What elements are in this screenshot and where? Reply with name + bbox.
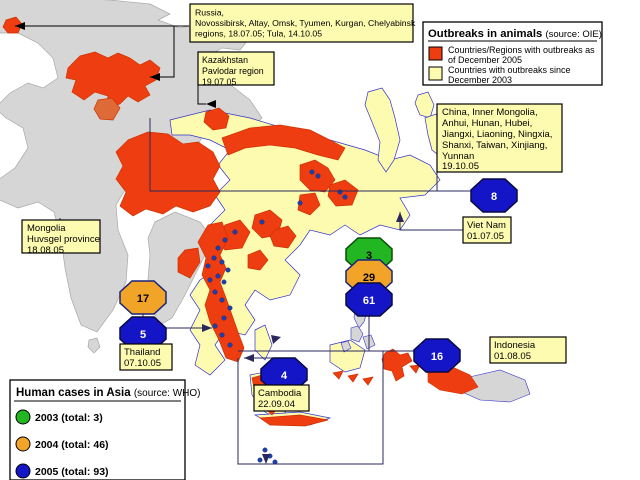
svg-text:07.10.05: 07.10.05 <box>124 358 161 369</box>
svg-text:Anhui, Hunan, Hubei,: Anhui, Hunan, Hubei, <box>442 118 532 129</box>
svg-text:Mongolia: Mongolia <box>27 223 66 234</box>
svg-text:Pavlodar region: Pavlodar region <box>202 66 264 76</box>
svg-text:2005 (total: 93): 2005 (total: 93) <box>35 466 109 478</box>
svg-text:18.08.05: 18.08.05 <box>27 245 64 256</box>
svg-text:17: 17 <box>137 293 149 305</box>
svg-text:Human cases in Asia (source: W: Human cases in Asia (source: WHO) <box>16 387 201 399</box>
svg-text:of December 2005: of December 2005 <box>448 55 522 65</box>
svg-text:2004 (total: 46): 2004 (total: 46) <box>35 439 109 451</box>
svg-text:December 2003: December 2003 <box>448 75 512 85</box>
svg-text:4: 4 <box>281 370 288 382</box>
svg-text:Indonesia: Indonesia <box>494 340 536 351</box>
svg-text:Cambodia: Cambodia <box>258 388 302 399</box>
svg-text:22.09.04: 22.09.04 <box>258 399 295 410</box>
svg-text:8: 8 <box>491 191 497 203</box>
svg-text:19.07.05: 19.07.05 <box>202 77 236 87</box>
svg-text:China, Inner Mongolia,: China, Inner Mongolia, <box>442 107 538 118</box>
svg-text:Huvsgel province: Huvsgel province <box>27 234 100 245</box>
svg-text:01.07.05: 01.07.05 <box>467 231 504 242</box>
svg-text:Russia,: Russia, <box>195 8 224 18</box>
svg-text:Shanxi, Taiwan, Xinjiang,: Shanxi, Taiwan, Xinjiang, <box>442 140 547 151</box>
svg-text:Jiangxi, Liaoning, Ningxia,: Jiangxi, Liaoning, Ningxia, <box>442 129 552 140</box>
svg-text:61: 61 <box>363 295 375 307</box>
svg-text:29: 29 <box>363 272 375 284</box>
svg-text:Viet Nam: Viet Nam <box>467 220 506 231</box>
svg-text:Outbreaks in animals (source:: Outbreaks in animals (source: OIE) <box>428 28 602 40</box>
svg-text:19.10.05: 19.10.05 <box>442 161 479 172</box>
svg-text:5: 5 <box>140 329 146 341</box>
svg-text:2003 (total: 3): 2003 (total: 3) <box>35 412 103 424</box>
svg-text:Countries with outbreaks since: Countries with outbreaks since <box>448 65 571 75</box>
svg-text:Countries/Regions with outbrea: Countries/Regions with outbreaks as <box>448 45 595 55</box>
svg-text:regions, 18.07.05; Tula, 14.10: regions, 18.07.05; Tula, 14.10.05 <box>195 29 322 39</box>
svg-text:Novossibirsk, Altay, Omsk, Tyu: Novossibirsk, Altay, Omsk, Tyumen, Kurga… <box>195 18 416 28</box>
svg-text:Kazakhstan: Kazakhstan <box>202 55 248 65</box>
svg-text:01.08.05: 01.08.05 <box>494 351 531 362</box>
svg-text:Thailand: Thailand <box>124 347 160 358</box>
svg-text:16: 16 <box>431 351 443 363</box>
